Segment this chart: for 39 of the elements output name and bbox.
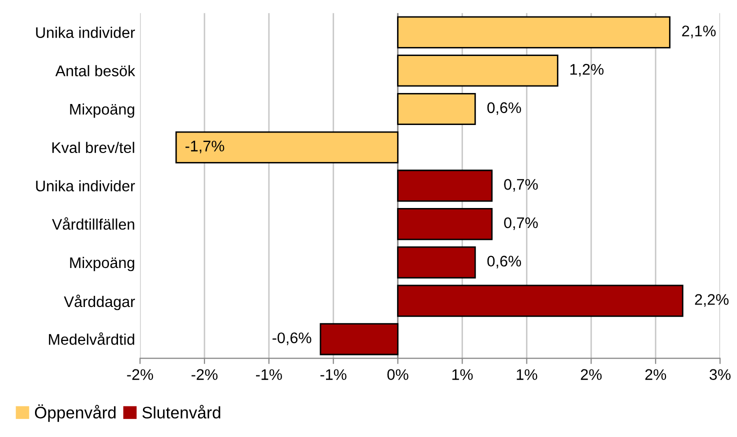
bar — [397, 54, 558, 87]
y-tick-label: Vårddagar — [64, 294, 135, 310]
bar — [397, 208, 493, 240]
y-tick-label: Unika individer — [36, 26, 135, 38]
data-label: 0,7% — [504, 217, 538, 230]
x-tick-label: -1% — [320, 369, 346, 380]
x-tick-label: -2% — [127, 369, 154, 380]
data-label: 0,7% — [504, 179, 538, 192]
legend-label: Slutenvård — [142, 404, 220, 419]
bar — [397, 246, 476, 278]
x-tick-label: 0% — [387, 369, 408, 380]
x-tick-label: -2% — [192, 369, 218, 380]
y-tick-label: Mixpoäng — [70, 256, 134, 272]
legend-label: Öppenvård — [34, 404, 116, 422]
data-label: 0,6% — [487, 256, 522, 268]
data-label: 2,1% — [682, 26, 716, 38]
bar — [397, 170, 493, 202]
y-tick-label: Antal besök — [55, 65, 136, 76]
bar — [397, 92, 476, 126]
x-tick-label: 3% — [710, 369, 731, 380]
x-tick-label: 2% — [645, 369, 666, 380]
bar — [397, 284, 684, 317]
data-label: 0,6% — [487, 102, 522, 115]
bar — [175, 131, 399, 164]
x-tick-label: -1% — [256, 369, 282, 380]
y-tick-label: Unika individer — [36, 180, 135, 192]
x-tick-label: 2% — [580, 369, 602, 380]
bar — [397, 16, 670, 48]
x-tick-label: 1% — [452, 369, 473, 380]
x-tick-label: 1% — [516, 369, 538, 380]
y-tick-label: Vårdtillfällen — [52, 217, 134, 230]
data-label: 2,2% — [695, 294, 729, 307]
data-label: -0,6% — [272, 332, 312, 346]
y-tick-label: Kval brev/tel — [52, 142, 134, 154]
bar — [320, 323, 399, 356]
y-tick-label: Mixpoäng — [70, 103, 134, 118]
data-label: -1,7% — [186, 140, 224, 154]
data-label: 1,2% — [570, 64, 604, 77]
y-tick-label: Medelvårdtid — [48, 332, 134, 345]
